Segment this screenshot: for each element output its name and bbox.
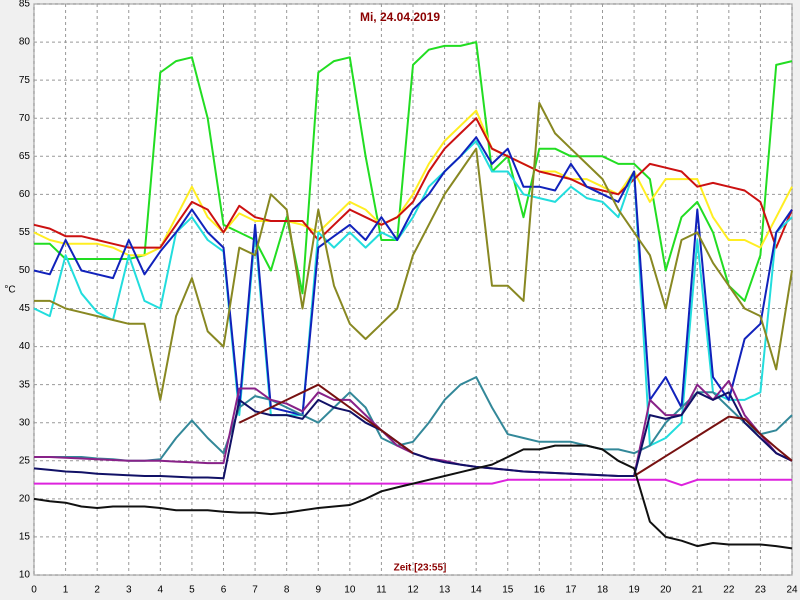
y-tick-label: 50 <box>19 265 31 276</box>
y-tick-label: 70 <box>19 113 31 124</box>
series-line <box>34 41 793 302</box>
series-line <box>33 140 793 447</box>
series-line <box>34 376 793 462</box>
x-tick-label: 10 <box>344 585 356 596</box>
x-tick-label: 5 <box>189 585 195 596</box>
y-tick-label: 30 <box>19 417 31 428</box>
y-tick-label: 25 <box>19 455 31 466</box>
x-tick-label: 12 <box>407 585 419 596</box>
chart-title: Mi, 24.04.2019 <box>360 10 440 24</box>
x-tick-label: 19 <box>629 585 641 596</box>
x-tick-label: 20 <box>660 585 672 596</box>
x-tick-label: 2 <box>94 585 100 596</box>
x-tick-label: 13 <box>439 585 451 596</box>
y-axis-label: °C <box>4 285 15 296</box>
series-line <box>33 117 793 249</box>
x-tick-label: 8 <box>284 585 290 596</box>
x-tick-label: 15 <box>502 585 514 596</box>
x-tick-label: 7 <box>252 585 258 596</box>
y-tick-label: 80 <box>19 37 31 48</box>
series-line <box>34 102 793 401</box>
y-tick-label: 75 <box>19 75 31 86</box>
x-axis-label: Zeit [23:55] <box>394 563 447 574</box>
x-tick-label: 21 <box>692 585 704 596</box>
y-tick-label: 65 <box>19 151 31 162</box>
y-tick-label: 45 <box>19 303 31 314</box>
x-tick-label: 1 <box>63 585 69 596</box>
series-line <box>33 136 793 417</box>
x-tick-label: 6 <box>221 585 227 596</box>
x-tick-label: 24 <box>786 585 798 596</box>
x-tick-label: 22 <box>723 585 735 596</box>
y-tick-label: 10 <box>19 570 31 581</box>
y-tick-label: 20 <box>19 494 31 505</box>
x-tick-label: 23 <box>755 585 767 596</box>
x-tick-label: 11 <box>376 585 387 596</box>
x-tick-label: 3 <box>126 585 132 596</box>
x-tick-label: 0 <box>31 585 37 596</box>
y-tick-label: 55 <box>19 227 31 238</box>
y-tick-label: 60 <box>19 189 31 200</box>
x-tick-label: 4 <box>158 585 164 596</box>
series-line <box>33 444 793 550</box>
x-tick-label: 9 <box>315 585 321 596</box>
x-tick-label: 17 <box>565 585 577 596</box>
series-line <box>238 383 793 477</box>
y-tick-label: 40 <box>19 341 31 352</box>
x-tick-label: 16 <box>534 585 546 596</box>
y-tick-label: 35 <box>19 379 31 390</box>
y-tick-label: 15 <box>19 532 31 543</box>
x-tick-label: 18 <box>597 585 609 596</box>
y-tick-label: 85 <box>19 0 31 10</box>
x-tick-label: 14 <box>471 585 483 596</box>
